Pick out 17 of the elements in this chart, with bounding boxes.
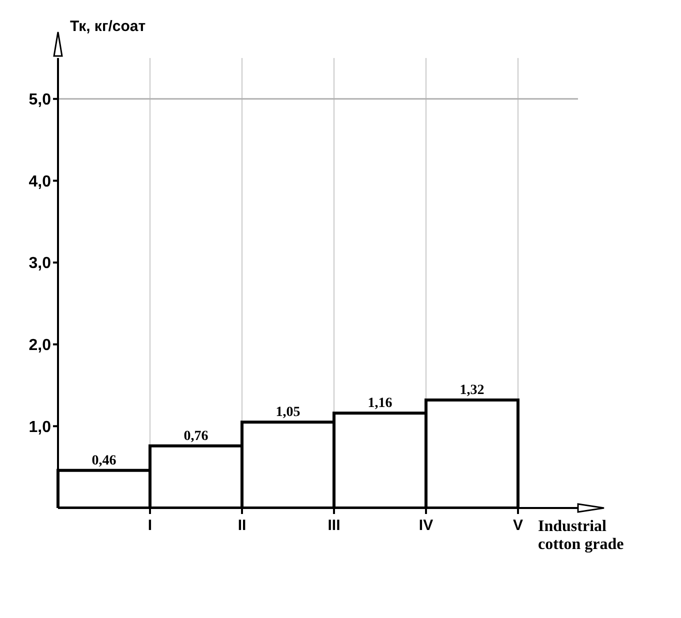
y-tick-label: 1,0 bbox=[28, 418, 52, 436]
y-tick-label: 2,0 bbox=[28, 337, 52, 354]
data-label: 1,16 bbox=[368, 396, 392, 412]
y-tick-label: 4,0 bbox=[28, 173, 52, 190]
x-tick-label: I bbox=[148, 517, 152, 534]
data-label: 0,46 bbox=[92, 453, 116, 468]
y-tick-label: 3,0 bbox=[28, 255, 52, 272]
y-tick-label: 5,0 bbox=[28, 92, 52, 109]
x-tick-label: V bbox=[512, 517, 524, 534]
data-label: 1,05 bbox=[276, 405, 300, 420]
y-axis-title: Тк, кг/соат bbox=[70, 18, 146, 35]
x-tick-label: III bbox=[328, 517, 340, 534]
data-label: 1,32 bbox=[460, 383, 484, 398]
x-axis-title: Industrial cotton grade bbox=[538, 518, 625, 554]
data-label: 0,76 bbox=[184, 428, 208, 444]
x-tick-label: IV bbox=[418, 517, 434, 534]
x-tick-label: II bbox=[238, 517, 246, 534]
